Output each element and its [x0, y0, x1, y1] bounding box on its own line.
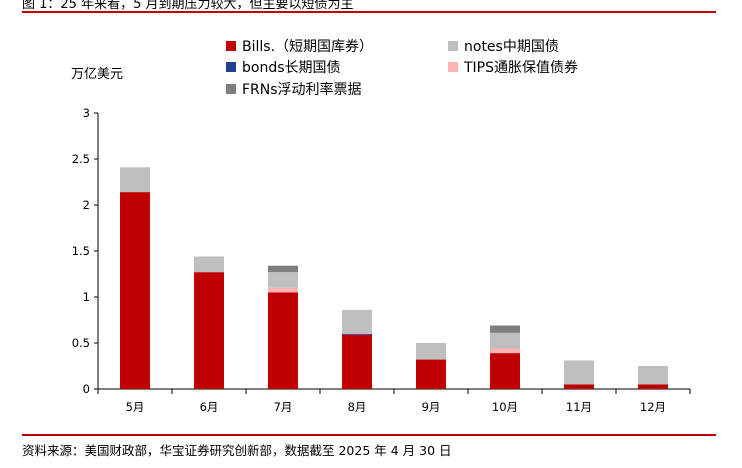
legend-item: notes中期国债 — [448, 39, 559, 55]
x-tick-label: 7月 — [274, 400, 293, 414]
y-tick-label: 3 — [83, 106, 90, 120]
bar-segment — [638, 384, 668, 389]
bar-segment — [342, 309, 372, 334]
bar-segment — [490, 332, 520, 349]
bar-segment — [268, 287, 298, 293]
bar-segment — [194, 272, 224, 389]
legend-swatch — [448, 62, 458, 72]
legend-swatch — [226, 62, 236, 72]
bar-segment — [268, 292, 298, 389]
top-rule — [22, 11, 716, 13]
legend-swatch — [226, 84, 236, 94]
y-tick-label: 0 — [83, 382, 90, 396]
legend-label: notes中期国债 — [464, 39, 559, 55]
legend-item: bonds长期国债 — [226, 60, 341, 76]
y-tick-label: 1.5 — [72, 244, 90, 258]
figure-caption: 图 1：25 年来看，5 月到期压力较大，但主要以短债为主 — [22, 0, 354, 12]
x-tick-label: 8月 — [348, 400, 367, 414]
x-axis: 5月 6月 7月 8月 9月 10月 11月 12月 — [97, 388, 691, 414]
bar-segment — [416, 359, 446, 389]
bar-segment — [342, 333, 372, 335]
bars — [120, 167, 668, 389]
bar-segment — [490, 353, 520, 389]
legend-label: bonds长期国债 — [242, 60, 341, 76]
bar-segment — [194, 256, 224, 273]
bar-segment — [490, 348, 520, 354]
y-axis-unit-label: 万亿美元 — [71, 67, 123, 82]
x-tick-label: 10月 — [492, 400, 518, 414]
x-tick-label: 5月 — [126, 400, 145, 414]
x-tick-label: 9月 — [422, 400, 441, 414]
bar-segment — [268, 272, 298, 288]
source-note: 资料来源：美国财政部，华宝证券研究创新部，数据截至 2025 年 4 月 30 … — [22, 443, 452, 458]
bar-segment — [120, 192, 150, 389]
bar-segment — [638, 366, 668, 385]
y-tick-label: 2 — [83, 198, 90, 212]
bar-segment — [564, 384, 594, 389]
legend-item: Bills.（短期国库券） — [226, 39, 373, 55]
x-tick-label: 11月 — [566, 400, 592, 414]
legend-item: TIPS通胀保值债券 — [448, 60, 578, 76]
bar-segment — [120, 167, 150, 193]
bar-segment — [490, 325, 520, 333]
y-axis: 0 0.5 1 1.5 2 2.5 3 — [72, 106, 99, 396]
legend-label: Bills.（短期国库券） — [242, 39, 373, 55]
legend-item: FRNs浮动利率票据 — [226, 81, 362, 98]
y-tick-label: 2.5 — [72, 152, 90, 166]
bar-segment — [416, 343, 446, 360]
bottom-rule — [22, 434, 716, 436]
legend-swatch — [448, 41, 458, 51]
bar-segment — [564, 360, 594, 385]
y-tick-label: 0.5 — [72, 336, 90, 350]
y-tick-label: 1 — [83, 290, 90, 304]
legend-label: TIPS通胀保值债券 — [463, 60, 578, 76]
x-tick-label: 6月 — [200, 400, 219, 414]
bar-segment — [342, 334, 372, 389]
bar-segment — [268, 265, 298, 273]
legend-swatch — [226, 41, 236, 51]
x-tick-label: 12月 — [640, 400, 666, 414]
legend-label: FRNs浮动利率票据 — [242, 81, 362, 98]
legend: Bills.（短期国库券） notes中期国债 bonds长期国债 TIPS通胀保值债… — [226, 39, 578, 98]
